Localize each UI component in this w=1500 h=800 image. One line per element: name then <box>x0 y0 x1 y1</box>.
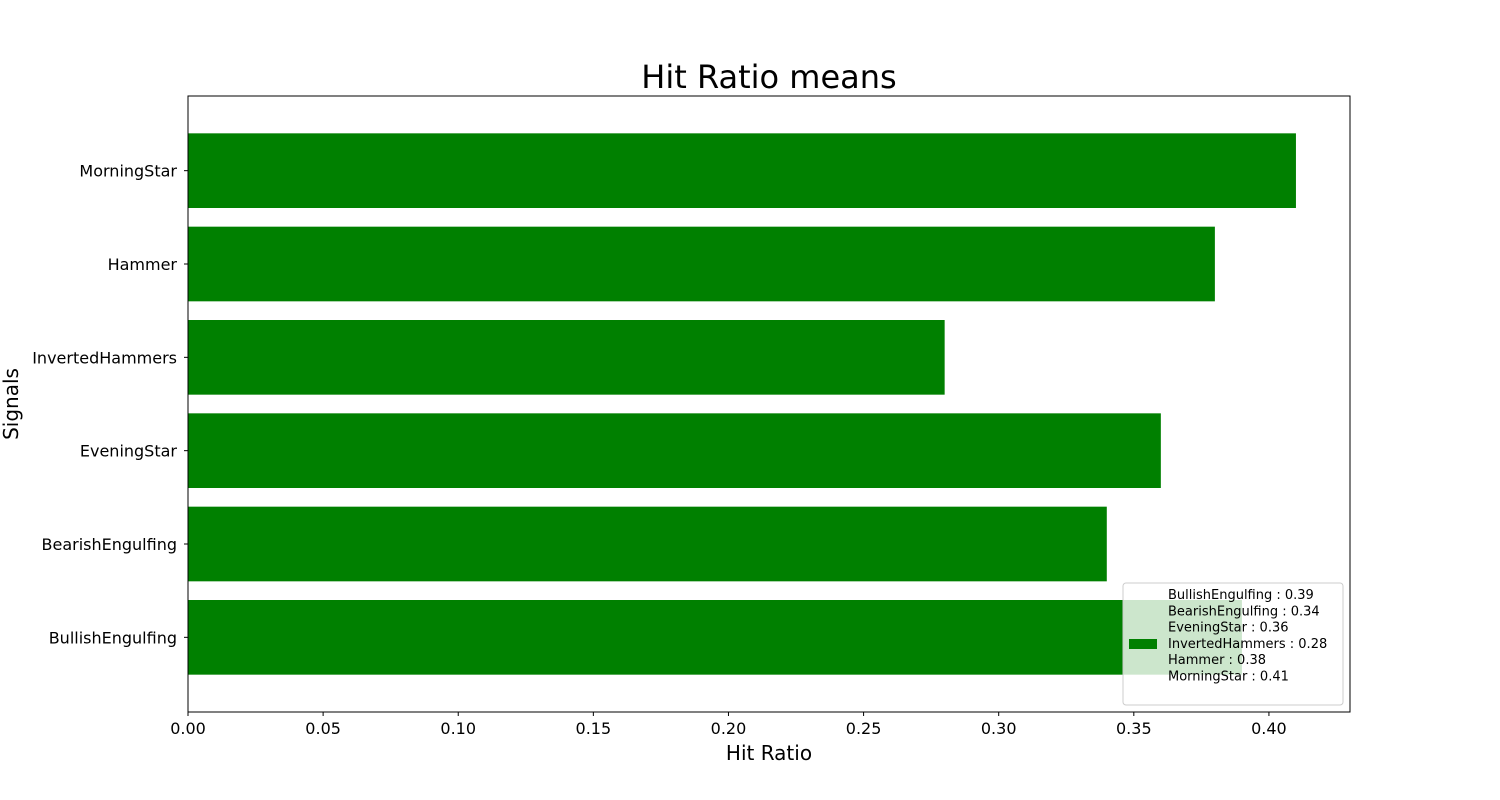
legend-box <box>1122 582 1344 706</box>
legend: BullishEngulfing : 0.39BearishEngulfing … <box>1122 582 1344 706</box>
y-tick-label: BearishEngulfing <box>42 535 178 554</box>
legend-entry: MorningStar : 0.41 <box>1168 670 1289 685</box>
chart-title: Hit Ratio means <box>641 58 896 96</box>
x-tick-label: 0.25 <box>846 719 882 738</box>
x-tick-label: 0.35 <box>1116 719 1152 738</box>
legend-entry: Hammer : 0.38 <box>1168 653 1266 668</box>
y-tick-label: InvertedHammers <box>32 348 177 367</box>
x-axis-label: Hit Ratio <box>726 741 812 765</box>
legend-entries: BullishEngulfing : 0.39BearishEngulfing … <box>1168 588 1327 685</box>
legend-entry: EveningStar : 0.36 <box>1168 621 1289 636</box>
x-tick-label: 0.20 <box>711 719 747 738</box>
y-tick-label: BullishEngulfing <box>49 628 177 647</box>
y-tick-label: Hammer <box>108 255 178 274</box>
bar-BearishEngulfing <box>188 506 1107 582</box>
x-axis-ticks: 0.00 0.05 0.10 0.15 0.20 0.25 0.30 0.35 0.40 <box>170 712 1287 738</box>
x-tick-label: 0.15 <box>576 719 612 738</box>
x-tick-label: 0.30 <box>981 719 1017 738</box>
bar-EveningStar <box>188 413 1161 488</box>
bar-BullishEngulfing <box>188 600 1242 675</box>
bar-MorningStar <box>188 133 1296 208</box>
bar-InvertedHammers <box>188 320 945 395</box>
plot-frame <box>187 95 1351 713</box>
x-tick-label: 0.05 <box>305 719 341 738</box>
x-tick-label: 0.10 <box>440 719 476 738</box>
bars-group <box>188 133 1296 675</box>
legend-entry: InvertedHammers : 0.28 <box>1168 637 1327 652</box>
y-tick-label: MorningStar <box>79 162 177 181</box>
x-tick-label: 0.40 <box>1251 719 1287 738</box>
y-tick-label: EveningStar <box>80 442 178 461</box>
y-axis-ticks: BullishEngulfing BearishEngulfing EveningS… <box>32 162 188 647</box>
legend-entry: BearishEngulfing : 0.34 <box>1168 604 1320 619</box>
x-tick-label: 0.00 <box>170 719 206 738</box>
y-axis-label: Signals <box>0 368 23 440</box>
legend-swatch <box>1129 639 1157 649</box>
bar-Hammer <box>188 226 1215 302</box>
legend-entry: BullishEngulfing : 0.39 <box>1168 588 1314 603</box>
